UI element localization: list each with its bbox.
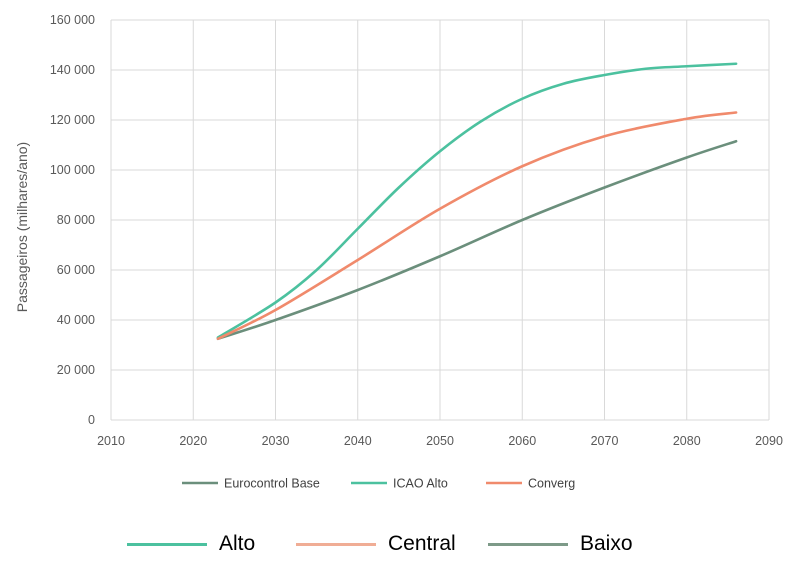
y-axis-ticks: 0 20 000 40 000 60 000 80 000 100 000 120 000 1… bbox=[50, 13, 95, 427]
series-lines bbox=[216, 62, 738, 341]
y-tick-label: 100 000 bbox=[50, 163, 95, 177]
y-tick-label: 140 000 bbox=[50, 63, 95, 77]
y-axis-title: Passageiros (milhares/ano) bbox=[14, 142, 30, 312]
x-tick-label: 2080 bbox=[673, 434, 701, 448]
legend-label-icao-alto: ICAO Alto bbox=[393, 477, 448, 491]
series-line-eurocontrol-base bbox=[216, 139, 738, 341]
scenario-legend-swatch bbox=[296, 542, 376, 546]
series-legend: Eurocontrol Base ICAO Alto Converg bbox=[182, 477, 575, 491]
scenario-legend-label: Central bbox=[388, 532, 456, 555]
y-tick-label: 20 000 bbox=[57, 363, 95, 377]
scenario-legend-item-central: Central bbox=[296, 528, 456, 560]
y-tick-label: 80 000 bbox=[57, 213, 95, 227]
y-tick-label: 40 000 bbox=[57, 313, 95, 327]
x-tick-label: 2040 bbox=[344, 434, 372, 448]
scenario-legend-label: Baixo bbox=[580, 532, 633, 555]
scenario-legend-label: Alto bbox=[219, 532, 256, 555]
series-line-converg bbox=[216, 111, 738, 341]
scenario-legend-item-alto: Alto bbox=[127, 528, 255, 560]
y-tick-label: 120 000 bbox=[50, 113, 95, 127]
scenario-legend: Alto Central Baixo bbox=[0, 528, 790, 560]
y-tick-label: 60 000 bbox=[57, 263, 95, 277]
scenario-legend-swatch bbox=[488, 542, 568, 546]
x-axis-ticks: 2010 2020 2030 2040 2050 2060 2070 2080 2090 bbox=[97, 434, 783, 448]
line-chart: 0 20 000 40 000 60 000 80 000 100 000 120 000 1… bbox=[14, 13, 783, 491]
x-tick-label: 2090 bbox=[755, 434, 783, 448]
x-tick-label: 2050 bbox=[426, 434, 454, 448]
gridlines bbox=[110, 19, 770, 421]
x-tick-label: 2060 bbox=[508, 434, 536, 448]
x-tick-label: 2010 bbox=[97, 434, 125, 448]
x-tick-label: 2030 bbox=[262, 434, 290, 448]
legend-label-eurocontrol-base: Eurocontrol Base bbox=[224, 477, 320, 491]
y-tick-label: 0 bbox=[88, 413, 95, 427]
x-tick-label: 2020 bbox=[179, 434, 207, 448]
series-line-icao-alto bbox=[216, 62, 738, 339]
x-tick-label: 2070 bbox=[591, 434, 619, 448]
y-tick-label: 160 000 bbox=[50, 13, 95, 27]
legend-label-converg: Converg bbox=[528, 477, 575, 491]
scenario-legend-item-baixo: Baixo bbox=[488, 528, 633, 560]
scenario-legend-swatch bbox=[127, 542, 207, 546]
